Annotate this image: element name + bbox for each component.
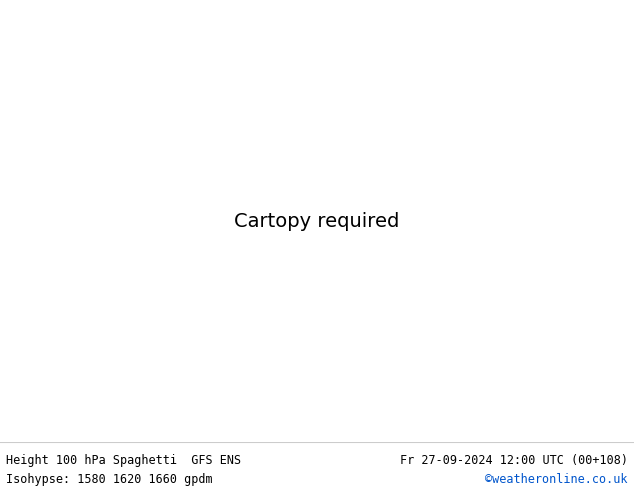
- Text: Cartopy required: Cartopy required: [235, 212, 399, 230]
- Text: Height 100 hPa Spaghetti  GFS ENS: Height 100 hPa Spaghetti GFS ENS: [6, 454, 242, 467]
- Text: Fr 27-09-2024 12:00 UTC (00+108): Fr 27-09-2024 12:00 UTC (00+108): [399, 454, 628, 467]
- Text: Isohypse: 1580 1620 1660 gpdm: Isohypse: 1580 1620 1660 gpdm: [6, 473, 213, 486]
- Text: ©weatheronline.co.uk: ©weatheronline.co.uk: [485, 473, 628, 486]
